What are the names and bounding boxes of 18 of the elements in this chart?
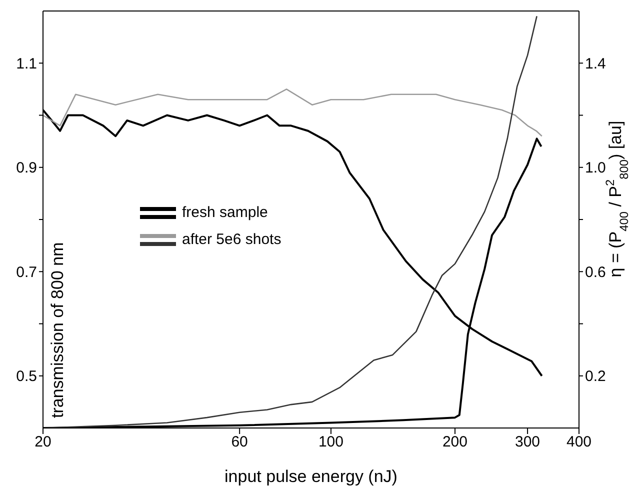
x-tick-label: 300 [515, 434, 540, 451]
y2-tick-label: 1.4 [585, 55, 606, 72]
legend-label: after 5e6 shots [182, 231, 282, 248]
x-tick-label: 100 [318, 434, 344, 451]
x-tick-label: 200 [442, 434, 468, 451]
y-axis-title: transmission of 800 nm [48, 242, 67, 418]
x-tick-label: 400 [566, 434, 592, 451]
y2-tick-label: 1.0 [585, 160, 606, 177]
y-tick-label: 1.1 [16, 55, 37, 72]
y2-tick-label: 0.6 [585, 264, 606, 281]
legend-label: fresh sample [182, 204, 268, 221]
x-tick-label: 20 [34, 434, 52, 451]
x-tick-label: 60 [231, 434, 248, 451]
y-tick-label: 0.7 [16, 264, 37, 281]
y-tick-label: 0.9 [16, 160, 37, 177]
y-tick-label: 0.5 [16, 368, 37, 386]
x-axis-title: input pulse energy (nJ) [224, 467, 398, 486]
y2-tick-label: 0.2 [585, 368, 606, 386]
